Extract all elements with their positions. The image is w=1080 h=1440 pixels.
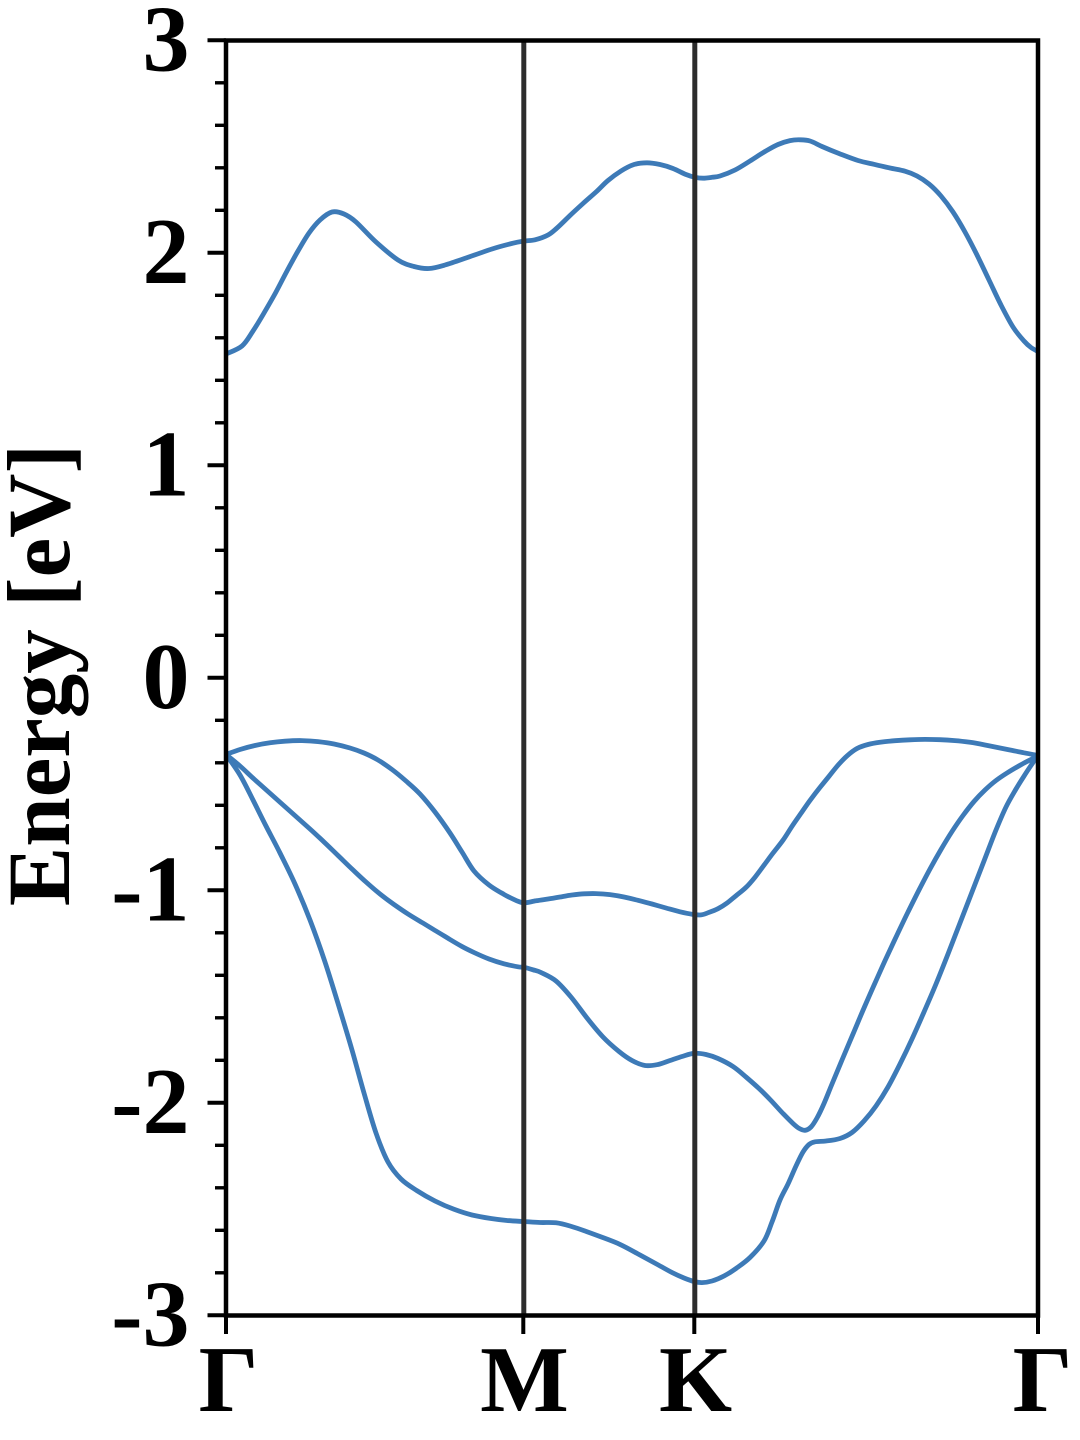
svg-text:-3: -3 (111, 1263, 189, 1367)
svg-text:-2: -2 (111, 1050, 189, 1154)
svg-text:0: 0 (143, 625, 190, 729)
svg-text:3: 3 (143, 0, 190, 92)
svg-text:Γ: Γ (199, 1328, 259, 1432)
svg-text:K: K (659, 1328, 732, 1432)
svg-text:-1: -1 (111, 838, 189, 942)
svg-text:Energy [eV]: Energy [eV] (0, 444, 89, 906)
svg-text:Γ: Γ (1013, 1328, 1073, 1432)
svg-text:2: 2 (143, 200, 190, 304)
svg-text:1: 1 (143, 413, 190, 517)
svg-text:M: M (480, 1328, 569, 1432)
